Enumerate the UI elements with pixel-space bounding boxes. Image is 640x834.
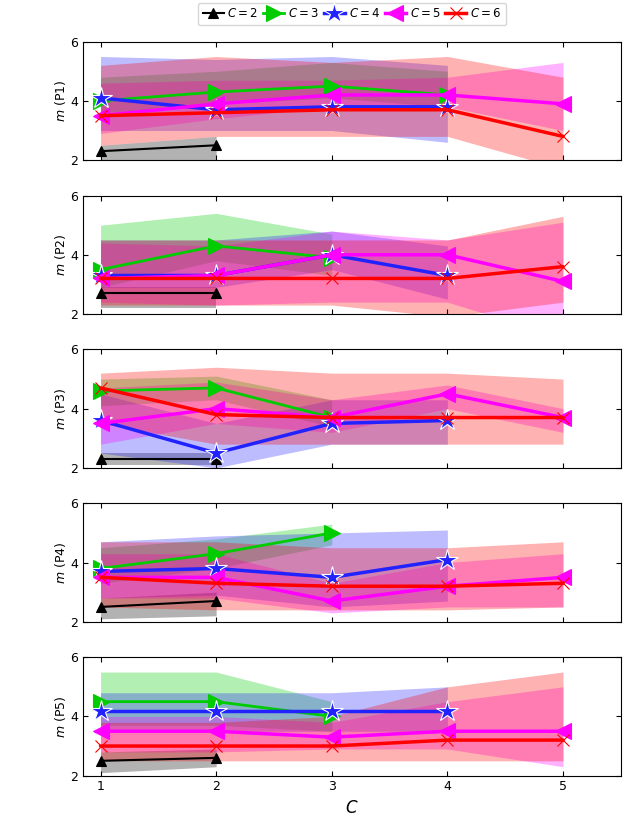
Y-axis label: $m$ (P1): $m$ (P1) bbox=[52, 80, 68, 122]
Y-axis label: $m$ (P2): $m$ (P2) bbox=[52, 234, 68, 276]
Y-axis label: $m$ (P4): $m$ (P4) bbox=[52, 541, 68, 584]
Legend: $C=2$, $C=3$, $C=4$, $C=5$, $C=6$: $C=2$, $C=3$, $C=4$, $C=5$, $C=6$ bbox=[198, 3, 506, 25]
Y-axis label: $m$ (P3): $m$ (P3) bbox=[52, 388, 68, 430]
Y-axis label: $m$ (P5): $m$ (P5) bbox=[52, 696, 68, 737]
X-axis label: $C$: $C$ bbox=[345, 799, 359, 817]
